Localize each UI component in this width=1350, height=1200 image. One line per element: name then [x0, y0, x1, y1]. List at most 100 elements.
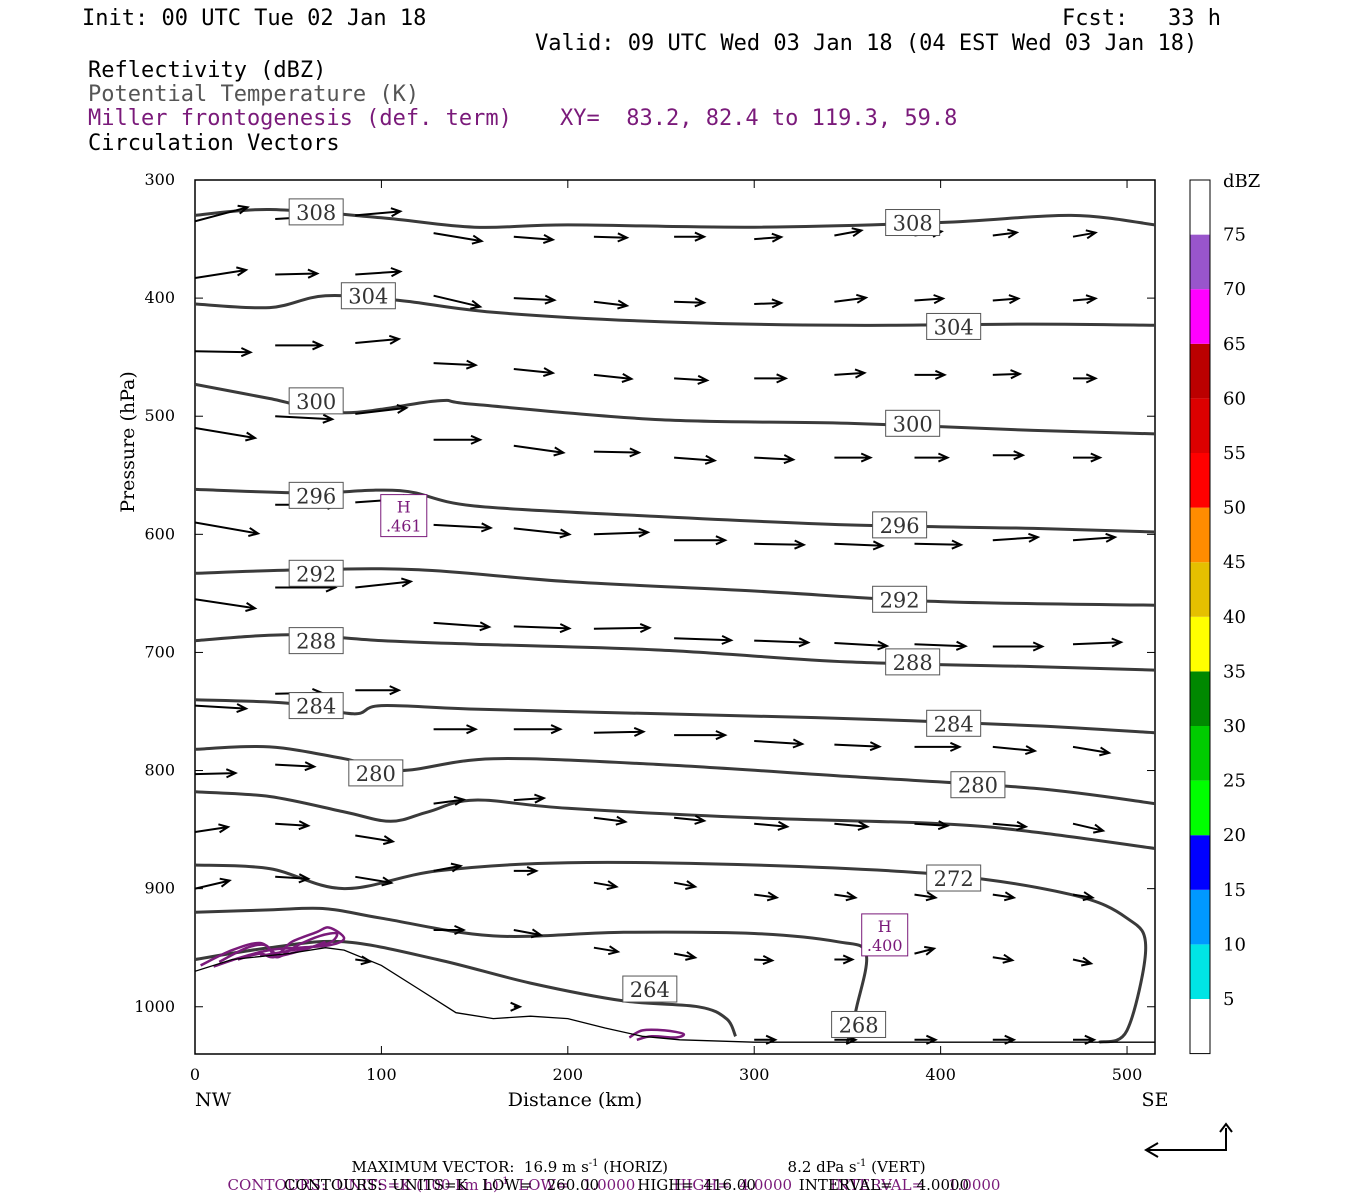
circulation-vector — [433, 522, 494, 533]
circulation-vector — [834, 540, 885, 551]
circulation-vector — [754, 232, 784, 243]
contour-label-box — [926, 709, 982, 737]
circulation-vector — [992, 953, 1015, 964]
contour-label-box — [831, 1010, 887, 1038]
axes-group: 0 100 200 300 400 500 300 400 500 600 700 800 900 100… — [117, 170, 1168, 1111]
field-reflectivity: Reflectivity (dBZ) — [88, 58, 327, 83]
valid-time: Valid: 09 UTC Wed 03 Jan 18 (04 EST Wed … — [535, 31, 1198, 56]
y-axis-label: Pressure (hPa) — [117, 371, 139, 513]
circulation-vector — [195, 521, 261, 537]
colorbar-level-label: 65 — [1223, 334, 1246, 355]
colorbar-level-label: 20 — [1223, 825, 1246, 846]
contour-label-box — [950, 771, 1006, 799]
circulation-vector — [195, 266, 249, 279]
circulation-vector — [593, 945, 621, 956]
circulation-vector — [1072, 532, 1118, 543]
circulation-vector — [195, 347, 253, 358]
y-tick-label: 600 — [144, 524, 175, 543]
circulation-vector — [674, 297, 707, 308]
contour-label-280: 280 — [958, 774, 998, 798]
circulation-vector — [593, 622, 652, 634]
circulation-vector — [992, 641, 1045, 652]
circulation-vector — [1073, 1034, 1097, 1045]
circulation-vector — [914, 369, 947, 380]
circulation-vector — [914, 640, 968, 651]
circulation-vector — [834, 452, 873, 463]
x-tick-label: 200 — [553, 1065, 584, 1084]
y-tick-label: 500 — [144, 406, 175, 425]
circulation-vector — [195, 823, 231, 834]
circulation-vector — [275, 761, 317, 772]
circulation-vector — [355, 955, 373, 966]
circulation-vector — [1072, 229, 1098, 240]
colorbar-segment — [1190, 180, 1210, 235]
circulation-vector — [275, 340, 325, 351]
contour-label-box — [926, 312, 982, 340]
circulation-vector — [834, 227, 864, 238]
circulation-vector — [1072, 294, 1098, 305]
colorbar-level-label: 5 — [1223, 989, 1234, 1010]
init-time: Init: 00 UTC Tue 02 Jan 18 — [82, 6, 427, 31]
field-frontogenesis: Miller frontogenesis (def. term) — [88, 106, 512, 131]
x-end-label-nw: NW — [195, 1089, 232, 1111]
circulation-vector — [992, 532, 1041, 543]
contour-label-308: 308 — [893, 212, 933, 236]
circulation-vector — [674, 730, 728, 741]
circulation-vector — [275, 413, 335, 424]
circulation-vector — [513, 234, 556, 245]
circulation-vector — [834, 368, 867, 379]
cross-section-endpoints: XY= 83.2, 82.4 to 119.3, 59.8 — [560, 106, 958, 131]
circulation-vector — [513, 294, 557, 305]
frontogenesis-max-box — [380, 494, 428, 538]
reference-vector-icon — [1148, 1128, 1227, 1151]
contour-label-308: 308 — [296, 201, 336, 225]
frontogenesis-max-label: H — [878, 917, 892, 936]
colorbar-segment — [1190, 616, 1210, 672]
contour-label-300: 300 — [296, 390, 336, 414]
field-vectors: Circulation Vectors — [88, 131, 340, 156]
frontogenesis-contour — [237, 940, 326, 961]
theta-contour-280 — [195, 745, 1155, 806]
circulation-vector — [513, 367, 556, 378]
circulation-vector — [754, 454, 796, 465]
colorbar-segment — [1190, 835, 1210, 890]
circulation-vector — [195, 598, 258, 612]
contour-label-264: 264 — [630, 978, 670, 1002]
circulation-vector — [914, 741, 962, 752]
footer-contours-fronto: CONTOURS: UNITS=K (100 km h)-1 LOW= 1.00… — [227, 1176, 1001, 1194]
contour-label-284: 284 — [934, 712, 974, 736]
contour-label-268: 268 — [839, 1013, 879, 1037]
colorbar-level-label: 70 — [1223, 279, 1246, 300]
circulation-vector — [1072, 637, 1124, 648]
colorbar-segment — [1190, 999, 1210, 1054]
circulation-vector — [195, 877, 232, 890]
circulation-vector — [1073, 452, 1103, 463]
circulation-vector — [834, 741, 882, 752]
circulation-vector — [355, 403, 409, 415]
circulation-vector — [754, 1034, 778, 1045]
circulation-vector — [593, 815, 628, 826]
circulation-vector — [834, 954, 855, 965]
contour-label-box — [288, 198, 344, 226]
colorbar-level-label: 30 — [1223, 716, 1246, 737]
circulation-vector — [275, 820, 311, 831]
circulation-vector — [992, 820, 1029, 831]
circulation-vectors — [195, 204, 1124, 1045]
plot-frame — [194, 179, 1156, 1055]
circulation-vector — [593, 527, 651, 538]
colorbar-segment — [1190, 671, 1210, 726]
circulation-vector — [513, 724, 563, 735]
contour-label-304: 304 — [348, 285, 388, 309]
colorbar-level-label: 35 — [1223, 661, 1246, 682]
circulation-vector — [1073, 373, 1098, 384]
contour-label-288: 288 — [296, 630, 336, 654]
contour-label-box — [348, 759, 404, 787]
contour-label-296: 296 — [880, 514, 920, 538]
circulation-vector — [433, 924, 467, 936]
colorbar-segment — [1190, 780, 1210, 836]
frontogenesis-contour — [628, 1028, 686, 1042]
contour-label-304: 304 — [934, 315, 974, 339]
contour-label-box — [926, 864, 982, 892]
circulation-vector — [355, 267, 403, 278]
colorbar-segment — [1190, 944, 1210, 999]
